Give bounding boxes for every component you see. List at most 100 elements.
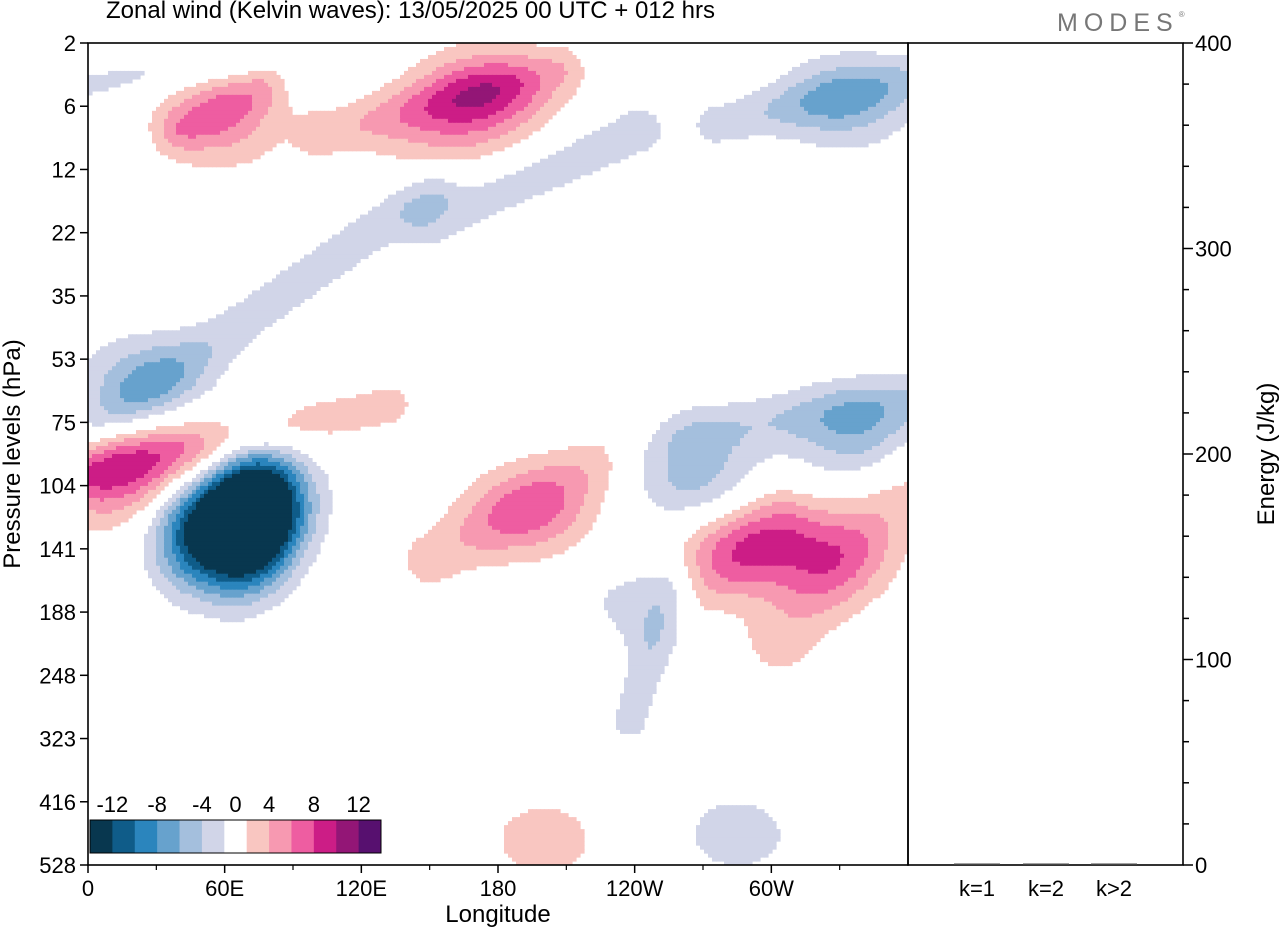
wind-cell [612, 158, 617, 164]
wind-cell [104, 74, 109, 80]
wind-cell [880, 126, 885, 132]
wind-cell [184, 398, 189, 403]
wind-cell [704, 114, 709, 120]
wind-cell [488, 110, 493, 116]
wind-cell [572, 154, 577, 160]
wind-cell [276, 110, 281, 116]
wind-cell [356, 226, 361, 232]
wind-cell [576, 154, 581, 160]
wind-cell [440, 94, 445, 100]
wind-cell [208, 138, 213, 144]
wind-cell [112, 366, 117, 371]
wind-cell [536, 178, 541, 184]
wind-cell [308, 130, 313, 136]
wind-cell [260, 106, 265, 112]
wind-cell [228, 78, 233, 84]
wind-cell [344, 258, 349, 264]
wind-cell [208, 146, 213, 152]
wind-cell [172, 390, 177, 395]
wind-cell [144, 350, 149, 355]
wind-cell [252, 126, 257, 132]
wind-cell [208, 318, 213, 323]
wind-cell [812, 114, 817, 120]
wind-cell [320, 146, 325, 152]
wind-cell [172, 330, 177, 335]
wind-cell [528, 174, 533, 180]
wind-cell [880, 90, 885, 96]
wind-cell [456, 122, 461, 128]
wind-cell [868, 118, 873, 124]
wind-cell [424, 98, 429, 104]
wind-cell [380, 98, 385, 104]
wind-cell [360, 102, 365, 108]
wind-cell [820, 126, 825, 132]
wind-cell [372, 238, 377, 244]
wind-cell [184, 146, 189, 152]
wind-cell [180, 386, 185, 391]
wind-cell [568, 174, 573, 180]
wind-cell [228, 346, 233, 351]
wind-cell [416, 226, 421, 232]
wind-cell [188, 358, 193, 363]
wind-cell [828, 62, 833, 68]
wind-cell [824, 102, 829, 108]
wind-cell [816, 114, 821, 120]
wind-cell [760, 86, 765, 92]
wind-cell [160, 130, 165, 136]
wind-cell [764, 86, 769, 92]
wind-cell [484, 82, 489, 88]
wind-cell [412, 122, 417, 128]
wind-cell [880, 74, 885, 80]
wind-cell [460, 86, 465, 92]
wind-cell [324, 246, 329, 252]
wind-cell [852, 130, 857, 136]
wind-cell [808, 66, 813, 72]
wind-cell [332, 138, 337, 144]
wind-cell [580, 70, 585, 76]
wind-cell [732, 126, 737, 132]
wind-cell [96, 366, 101, 371]
wind-cell [92, 86, 97, 92]
wind-cell [596, 142, 601, 148]
wind-cell [228, 310, 233, 315]
wind-cell [832, 390, 837, 395]
wind-cell [364, 394, 369, 399]
wind-cell [460, 226, 465, 232]
wind-cell [388, 222, 393, 228]
wind-cell [364, 234, 369, 240]
wind-cell [496, 43, 501, 48]
wind-cell [376, 210, 381, 216]
wind-cell [592, 146, 597, 152]
wind-cell [332, 126, 337, 132]
wind-cell [788, 134, 793, 140]
wind-cell [348, 398, 353, 403]
wind-cell [888, 102, 893, 108]
wind-cell [704, 126, 709, 132]
wind-cell [616, 126, 621, 132]
wind-cell [360, 142, 365, 148]
wind-cell [480, 114, 485, 120]
wind-cell [296, 298, 301, 303]
wind-cell [176, 126, 181, 132]
wind-cell [388, 194, 393, 200]
wind-cell [432, 186, 437, 192]
wind-cell [848, 390, 853, 395]
wind-cell [172, 382, 177, 387]
wind-cell [796, 94, 801, 100]
wind-cell [216, 86, 221, 92]
wind-cell [572, 58, 577, 64]
wind-cell [484, 146, 489, 152]
wind-cell [156, 394, 161, 399]
wind-cell [188, 390, 193, 395]
wind-cell [160, 362, 165, 367]
wind-cell [156, 346, 161, 351]
wind-cell [280, 78, 285, 84]
wind-cell [868, 62, 873, 68]
wind-cell [216, 110, 221, 116]
wind-cell [204, 358, 209, 363]
wind-cell [772, 110, 777, 116]
wind-cell [820, 70, 825, 76]
wind-cell [312, 142, 317, 148]
wind-cell [244, 106, 249, 112]
wind-cell [536, 118, 541, 124]
